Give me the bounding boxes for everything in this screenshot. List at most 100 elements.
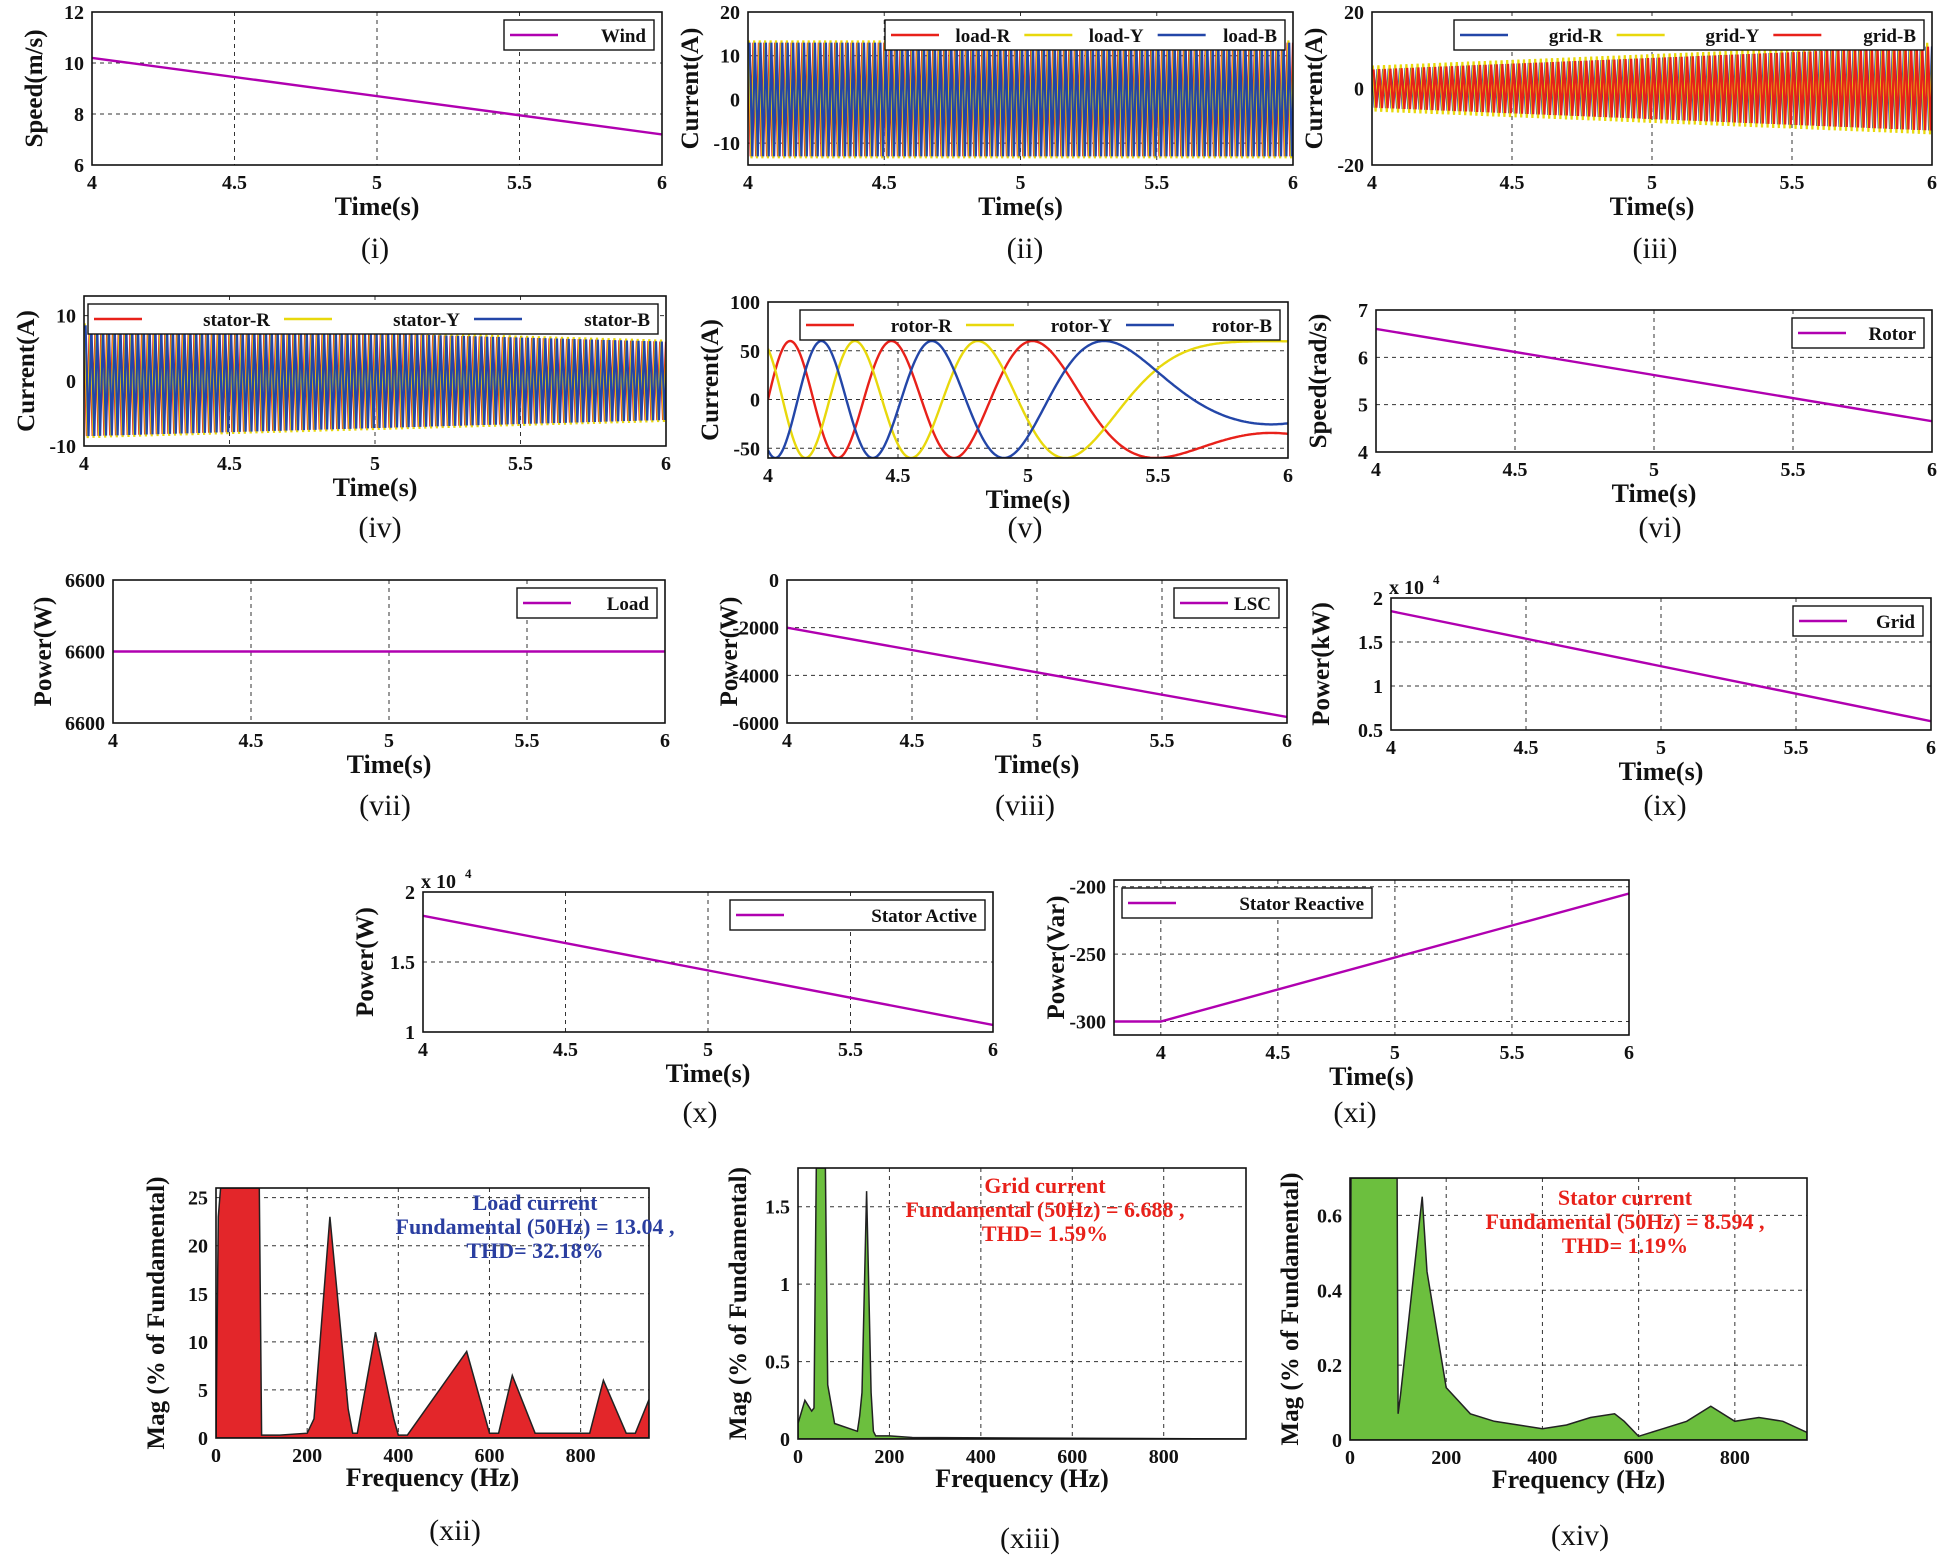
series-rotor-Y (768, 339, 1288, 458)
x-tick-label: 6 (657, 172, 667, 194)
y-axis-label: Mag (% of Fundamental) (1277, 1173, 1304, 1446)
y-tick-label: 5 (1358, 395, 1368, 417)
y-axis-label: Mag (% of Fundamental) (143, 1177, 170, 1450)
x-tick-label: 200 (292, 1445, 322, 1467)
chart-p5: 4 4.5 5 5.5 6 -50 0 50 100 Time(s) Current(A) rotor… (697, 292, 1293, 544)
y-tick-label: 0.5 (765, 1352, 790, 1374)
x-tick-label: 6 (661, 453, 671, 475)
x-tick-label: 4 (763, 465, 773, 487)
panel-caption: (viii) (995, 789, 1055, 822)
x-tick-label: 5.5 (515, 730, 540, 752)
panel-caption: (xi) (1333, 1096, 1376, 1129)
legend: stator-R stator-Y stator-B (87, 303, 659, 335)
axes-frame (1375, 309, 1933, 453)
series-Stator Reactive (1114, 892, 1629, 1023)
x-axis-label: Frequency (Hz) (935, 1464, 1109, 1493)
axes-frame (422, 891, 994, 1033)
y-tick-label: 0 (1354, 79, 1364, 101)
y-tick-label: 7 (1358, 300, 1368, 322)
y-axis-label: Power(W) (352, 907, 379, 1017)
axes-frame (1390, 597, 1932, 731)
x-tick-label: 5.5 (1780, 172, 1805, 194)
x-tick-label: 4.5 (900, 730, 925, 752)
x-tick-label: 4 (418, 1039, 428, 1061)
x-tick-label: 5 (1016, 172, 1026, 194)
x-tick-label: 6 (1288, 172, 1298, 194)
chart-p2: 4 4.5 5 5.5 6 -10 0 10 20 Time(s) Current(A) load-R… (677, 2, 1298, 265)
chart-p7: 4 4.5 5 5.5 6 6600 6600 6600 Time(s) Power(W) Load… (30, 570, 670, 822)
plot-area (423, 914, 993, 1027)
x-tick-label: 4 (1156, 1042, 1166, 1064)
legend: Load (516, 587, 658, 619)
axes-frame (1349, 1177, 1808, 1441)
x-tick-label: 4.5 (217, 453, 242, 475)
x-tick-label: 800 (1149, 1446, 1179, 1468)
x-tick-label: 400 (1527, 1447, 1557, 1469)
y-tick-label: -250 (1069, 944, 1106, 966)
x-tick-label: 4.5 (1503, 459, 1528, 481)
x-axis-label: Time(s) (995, 750, 1080, 779)
y-tick-label: 1.5 (1358, 632, 1383, 654)
legend-box (1792, 605, 1924, 637)
x-axis-label: Time(s) (978, 192, 1063, 221)
chart-p13: 0 200 400 600 800 0 0.5 1 1.5 Frequency (Hz) Mag (… (725, 1167, 1247, 1555)
chart-p11: 4 4.5 5 5.5 6 -300 -250 -200 Time(s) Power(Var) St… (1043, 877, 1634, 1129)
x-tick-label: 5 (372, 172, 382, 194)
x-tick-label: 0 (211, 1445, 221, 1467)
y-tick-label: -20 (1337, 155, 1364, 177)
axes-frame (83, 295, 667, 447)
y-tick-label: 6600 (65, 713, 105, 735)
x-tick-label: 5 (1647, 172, 1657, 194)
legend-label: Wind (601, 26, 647, 47)
plot-area (1376, 327, 1932, 423)
x-tick-label: 200 (874, 1446, 904, 1468)
legend-label: Rotor (1869, 324, 1917, 345)
x-tick-label: 0 (1345, 1447, 1355, 1469)
plot-area (1350, 1178, 1807, 1440)
x-tick-label: 4.5 (872, 172, 897, 194)
y-tick-label: 6 (74, 155, 84, 177)
panel-caption: (ix) (1643, 789, 1686, 822)
axis-multiplier-exponent: 4 (1433, 572, 1440, 587)
y-tick-label: 6600 (65, 642, 105, 664)
x-tick-label: 5.5 (1146, 465, 1171, 487)
x-tick-label: 5.5 (508, 453, 533, 475)
series-rotor-B (768, 339, 1288, 458)
legend: load-R load-Y load-B (884, 19, 1286, 51)
legend-label: grid-R (1549, 26, 1603, 47)
x-axis-label: Frequency (Hz) (346, 1463, 520, 1492)
panel-caption: (i) (361, 232, 389, 265)
y-tick-label: -50 (733, 438, 760, 460)
x-axis-label: Time(s) (335, 192, 420, 221)
plot-area (798, 1168, 1246, 1439)
axes-frame (1371, 11, 1933, 166)
y-tick-label: 15 (188, 1284, 208, 1306)
legend-label: load-R (955, 26, 1010, 47)
x-tick-label: 600 (1624, 1447, 1654, 1469)
y-tick-label: 0 (769, 570, 779, 592)
x-axis-label: Time(s) (333, 473, 418, 502)
y-tick-label: 20 (188, 1236, 208, 1258)
spectrum-area (216, 1188, 649, 1438)
y-tick-label: 20 (1344, 2, 1364, 24)
plot-area (84, 323, 666, 439)
plot-area (92, 56, 662, 136)
x-tick-label: 600 (474, 1445, 504, 1467)
axes-frame (797, 1167, 1247, 1440)
y-tick-label: 10 (188, 1332, 208, 1354)
y-tick-label: 1 (1373, 676, 1383, 698)
legend-box (1453, 19, 1925, 51)
x-tick-label: 4 (782, 730, 792, 752)
x-tick-label: 4 (743, 172, 753, 194)
y-tick-label: 0 (66, 371, 76, 393)
x-tick-label: 5 (703, 1039, 713, 1061)
x-tick-label: 5.5 (1784, 737, 1809, 759)
legend: rotor-R rotor-Y rotor-B (799, 309, 1281, 341)
x-tick-label: 5.5 (1150, 730, 1175, 752)
chart-p9: 4 4.5 5 5.5 6 0.5 1 1.5 2 x 10 4 Time(s) Power(kW) Gr… (1308, 572, 1936, 822)
panel-caption: (iv) (358, 511, 401, 544)
x-tick-label: 5.5 (1499, 1042, 1524, 1064)
chart-p4: 4 4.5 5 5.5 6 -10 0 10 Time(s) Current(A) stator-R… (13, 295, 671, 544)
axes-frame (91, 11, 663, 166)
